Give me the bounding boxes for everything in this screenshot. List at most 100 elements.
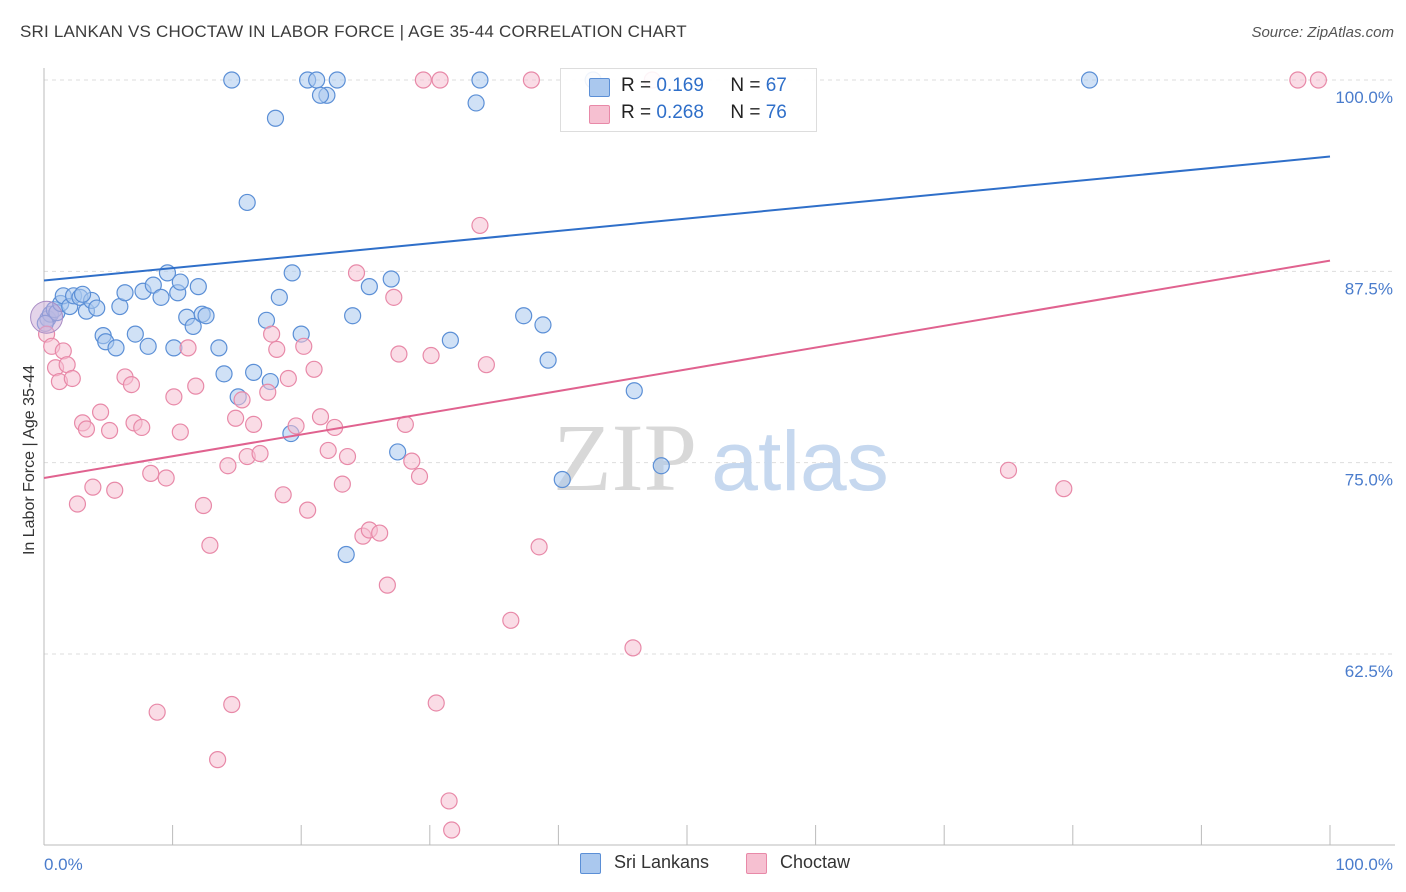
choctaw-point xyxy=(522,71,540,89)
trend-lines xyxy=(43,155,1331,479)
sri-lankans-point xyxy=(107,339,125,357)
chart-title: SRI LANKAN VS CHOCTAW IN LABOR FORCE | A… xyxy=(20,22,687,41)
overlap-cluster-point xyxy=(30,300,64,334)
choctaw-point xyxy=(347,264,366,282)
choctaw-point xyxy=(171,423,189,441)
sri-lankans-point xyxy=(652,457,670,475)
sri-lankans-point xyxy=(126,325,144,343)
choctaw-point xyxy=(201,536,219,554)
choctaw-points xyxy=(30,71,1328,839)
choctaw-point xyxy=(403,452,421,470)
choctaw-point xyxy=(319,441,337,460)
choctaw-point xyxy=(106,481,124,499)
choctaw-point xyxy=(157,469,175,487)
tick-labels: 100.0% 87.5% 75.0% 62.5% 0.0% 100.0% xyxy=(44,88,1393,874)
choctaw-point xyxy=(91,403,110,421)
sri-lankans-swatch xyxy=(589,78,610,97)
choctaw-point xyxy=(427,694,445,712)
choctaw-point xyxy=(422,346,440,365)
choctaw-point xyxy=(333,475,351,493)
sri-lankans-point xyxy=(266,109,285,127)
sri-lankans-point xyxy=(382,270,400,288)
y-tick-label: 100.0% xyxy=(1335,88,1393,107)
sri-lankans-point xyxy=(308,71,326,89)
choctaw-point xyxy=(295,337,313,355)
sri-lankans-point xyxy=(197,307,215,325)
choctaw-point xyxy=(443,821,461,839)
choctaw-point xyxy=(414,71,432,89)
choctaw-point xyxy=(311,408,330,426)
choctaw-point xyxy=(530,538,548,556)
watermark: ZIP atlas xyxy=(553,404,889,511)
sri-lankans-point xyxy=(189,278,207,296)
sri-lankans-point xyxy=(471,71,489,89)
watermark-zip: ZIP xyxy=(553,404,697,511)
choctaw-point xyxy=(148,703,166,721)
choctaw-point xyxy=(477,356,495,374)
choctaw-point xyxy=(1055,480,1073,498)
choctaw-point xyxy=(179,339,197,357)
sri-lankans-point xyxy=(270,288,288,306)
choctaw-point xyxy=(100,421,119,440)
choctaw-point xyxy=(338,447,357,466)
sri-lankans-point xyxy=(1080,71,1099,89)
chart-source: Source: ZipAtlas.com xyxy=(1251,24,1394,41)
sri-lankans-point xyxy=(88,299,106,317)
sri-lankans-point xyxy=(337,545,355,564)
choctaw-point xyxy=(122,376,141,394)
axes xyxy=(43,68,1395,846)
y-tick-label: 62.5% xyxy=(1345,662,1393,681)
y-tick-label: 87.5% xyxy=(1345,279,1393,298)
sri-lankans-point xyxy=(467,94,485,112)
choctaw-point xyxy=(410,467,429,486)
choctaw-point xyxy=(165,388,183,406)
legend-n-value: 67 xyxy=(765,75,787,96)
watermark-atlas: atlas xyxy=(711,414,888,508)
choctaw-trend-line xyxy=(43,259,1331,479)
sri-lankans-point xyxy=(139,337,157,355)
choctaw-point xyxy=(263,325,281,343)
choctaw-point xyxy=(223,695,241,714)
choctaw-point xyxy=(390,345,408,363)
choctaw-point xyxy=(274,486,292,504)
sri-lankans-point xyxy=(171,273,189,291)
choctaw-point xyxy=(999,461,1018,479)
sri-lankans-point xyxy=(210,339,228,357)
choctaw-point xyxy=(251,444,269,463)
choctaw-point xyxy=(63,369,81,388)
choctaw-point xyxy=(77,420,96,438)
choctaw-point xyxy=(502,611,520,629)
choctaw-point xyxy=(187,377,205,395)
choctaw-point xyxy=(385,288,403,306)
sri-lankans-point xyxy=(553,470,571,489)
choctaw-point xyxy=(471,216,489,235)
choctaw-point xyxy=(142,464,160,482)
choctaw-point xyxy=(1309,71,1328,89)
choctaw-point xyxy=(279,369,297,388)
x-tick-label: 0.0% xyxy=(44,855,83,874)
choctaw-legend-swatch xyxy=(746,853,767,874)
choctaw-point xyxy=(371,524,389,542)
sri-lankans-point xyxy=(515,307,533,325)
sri-lankans-point xyxy=(344,307,362,325)
choctaw-point xyxy=(431,71,449,89)
sri-lankans-point xyxy=(73,285,92,303)
legend-n-label: N = xyxy=(730,102,761,123)
sri-lankans-point xyxy=(441,331,459,349)
sri-lankans-point xyxy=(539,351,557,369)
sri-lankans-point xyxy=(245,363,263,381)
sri-lankans-point xyxy=(116,284,134,302)
legend-r-label: R = xyxy=(621,102,652,123)
sri-lankans-point xyxy=(625,382,643,400)
sri-lankans-point xyxy=(223,71,241,89)
legend-r-label: R = xyxy=(621,75,652,96)
legend-r-value: 0.169 xyxy=(656,75,704,96)
legend-r-value: 0.268 xyxy=(656,102,704,123)
choctaw-legend-label: Choctaw xyxy=(780,852,851,872)
sri-lankans-legend-swatch xyxy=(580,853,601,874)
sri-lankans-point xyxy=(152,288,170,306)
choctaw-point xyxy=(1289,71,1307,89)
sri-lankans-trend-line xyxy=(43,155,1331,282)
sri-lankans-legend-label: Sri Lankans xyxy=(614,852,710,872)
